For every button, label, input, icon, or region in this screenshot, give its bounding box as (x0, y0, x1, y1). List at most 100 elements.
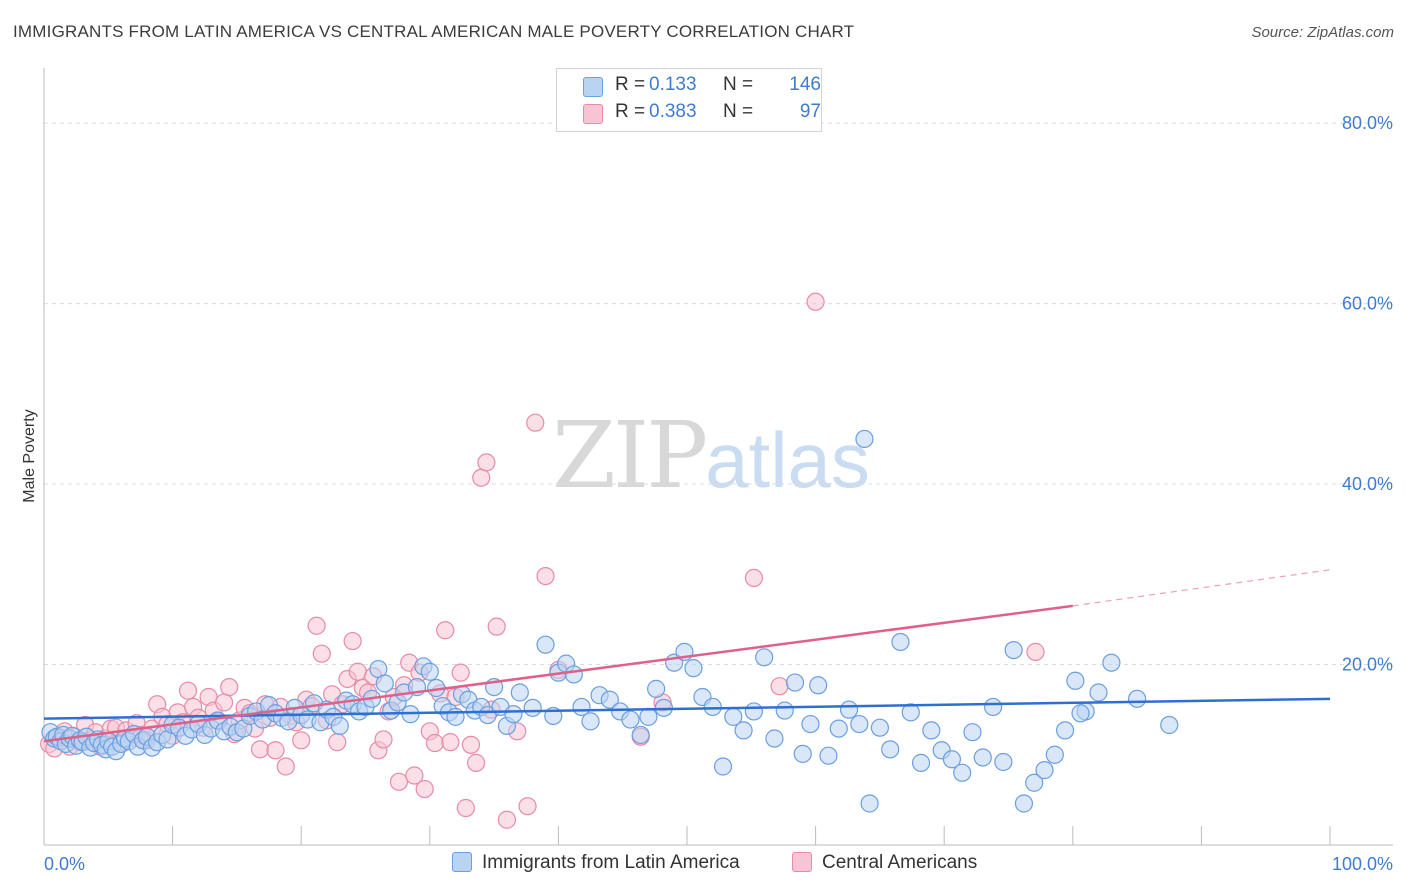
data-point-immigrants-latin-america (564, 665, 583, 684)
data-point-immigrants-latin-america (881, 740, 900, 759)
data-point-central-americans (307, 616, 326, 635)
data-point-central-americans (451, 663, 470, 682)
data-point-immigrants-latin-america (922, 721, 941, 740)
data-point-immigrants-latin-america (621, 710, 640, 729)
data-point-immigrants-latin-america (911, 753, 931, 772)
data-point-immigrants-latin-america (1071, 704, 1090, 723)
legend-r-value: 0.133 (649, 74, 697, 95)
bottom-legend-item-pink: Central Americans (792, 852, 977, 874)
data-point-immigrants-latin-america (510, 683, 529, 702)
data-point-immigrants-latin-america (1025, 773, 1044, 792)
data-point-immigrants-latin-america (953, 763, 972, 782)
data-point-central-americans (518, 797, 537, 816)
data-point-central-americans (466, 753, 486, 772)
data-point-central-americans (456, 798, 475, 818)
data-point-immigrants-latin-america (330, 716, 349, 735)
data-point-immigrants-latin-america (1035, 761, 1054, 780)
data-point-immigrants-latin-america (420, 662, 439, 681)
data-point-immigrants-latin-america (744, 702, 763, 721)
bottom-legend-label-pink: Central Americans (822, 852, 978, 873)
data-point-immigrants-latin-america (850, 714, 869, 734)
data-point-central-americans (343, 631, 362, 651)
data-point-immigrants-latin-america (785, 673, 805, 692)
data-point-central-americans (292, 731, 311, 750)
data-point-immigrants-latin-america (819, 746, 838, 765)
data-point-central-americans (220, 677, 239, 697)
data-point-immigrants-latin-america (684, 659, 703, 678)
data-point-immigrants-latin-america (1055, 721, 1075, 740)
data-point-immigrants-latin-america (870, 718, 890, 737)
watermark: ZIPatlas (552, 402, 870, 509)
data-point-immigrants-latin-america (793, 744, 812, 763)
data-point-immigrants-latin-america (639, 707, 658, 726)
data-point-immigrants-latin-america (703, 697, 722, 717)
data-point-immigrants-latin-america (801, 714, 820, 734)
bottom-legend-swatch-blue (452, 852, 472, 872)
bottom-legend-item-blue: Immigrants from Latin America (452, 852, 740, 874)
data-point-central-americans (1026, 642, 1045, 661)
data-point-immigrants-latin-america (523, 698, 542, 717)
y-tick-labels: 20.0% 40.0% 60.0% 80.0% (1342, 113, 1393, 674)
data-point-central-americans (405, 766, 424, 785)
data-point-immigrants-latin-america (375, 674, 394, 693)
data-point-immigrants-latin-america (631, 725, 650, 745)
legend-swatch-blue (583, 77, 603, 97)
data-point-immigrants-latin-america (1102, 653, 1121, 672)
data-point-immigrants-latin-america (855, 429, 874, 449)
legend-swatch-pink (583, 104, 603, 124)
data-point-central-americans (178, 681, 198, 700)
data-point-central-americans (536, 566, 555, 586)
data-point-immigrants-latin-america (829, 719, 848, 738)
data-point-central-americans (526, 413, 545, 432)
trend-line-central-americans (43, 604, 1073, 743)
data-point-immigrants-latin-america (973, 748, 992, 767)
bottom-legend-swatch-pink (792, 852, 812, 872)
legend-n-value: 97 (799, 101, 821, 122)
axes (43, 68, 1393, 846)
legend-n-label: N = (723, 101, 754, 122)
legend-r-label: R = (615, 101, 646, 122)
data-point-central-americans (441, 733, 460, 752)
data-point-immigrants-latin-america (1160, 715, 1179, 735)
data-point-central-americans (389, 772, 409, 791)
data-point-immigrants-latin-america (1045, 745, 1064, 764)
x-tick-label-max: 100.0% (1332, 854, 1393, 874)
watermark-zip: ZIP (552, 402, 708, 509)
data-point-immigrants-latin-america (581, 712, 600, 731)
data-point-central-americans (436, 621, 455, 640)
data-point-central-americans (744, 568, 763, 588)
data-point-immigrants-latin-america (536, 635, 555, 654)
data-point-immigrants-latin-america (1014, 794, 1034, 813)
data-point-immigrants-latin-america (1127, 689, 1147, 708)
source-label: Source: ZipAtlas.com (1251, 24, 1394, 41)
data-point-immigrants-latin-america (963, 723, 982, 742)
data-point-central-americans (770, 677, 789, 696)
y-tick-label: 80.0% (1342, 113, 1393, 133)
data-point-central-americans (497, 810, 517, 829)
data-point-immigrants-latin-america (755, 648, 774, 667)
chart-title: IMMIGRANTS FROM LATIN AMERICA VS CENTRAL… (13, 22, 855, 41)
data-point-central-americans (348, 662, 367, 681)
data-point-central-americans (312, 644, 331, 663)
data-point-central-americans (806, 292, 825, 311)
data-point-immigrants-latin-america (1066, 671, 1085, 690)
trend-line-extension-central-americans (1072, 569, 1331, 607)
data-point-immigrants-latin-america (446, 707, 465, 726)
data-point-central-americans (374, 730, 393, 749)
x-ticks (172, 826, 1331, 845)
data-point-central-americans (214, 693, 234, 712)
data-point-central-americans (250, 740, 270, 759)
series-immigrants-latin-america (41, 429, 1179, 813)
data-point-central-americans (477, 453, 496, 472)
x-tick-label-min: 0.0% (44, 854, 85, 874)
data-point-immigrants-latin-america (1089, 683, 1108, 702)
data-point-immigrants-latin-america (775, 701, 794, 720)
data-point-immigrants-latin-america (809, 676, 828, 695)
data-point-immigrants-latin-america (942, 750, 962, 769)
legend-r-label: R = (615, 74, 646, 95)
y-tick-label: 60.0% (1342, 294, 1393, 314)
correlation-legend: R = 0.133 N = 146 R = 0.383 N = 97 (556, 68, 822, 132)
y-axis-label: Male Poverty (21, 409, 38, 502)
data-point-central-americans (472, 468, 491, 487)
